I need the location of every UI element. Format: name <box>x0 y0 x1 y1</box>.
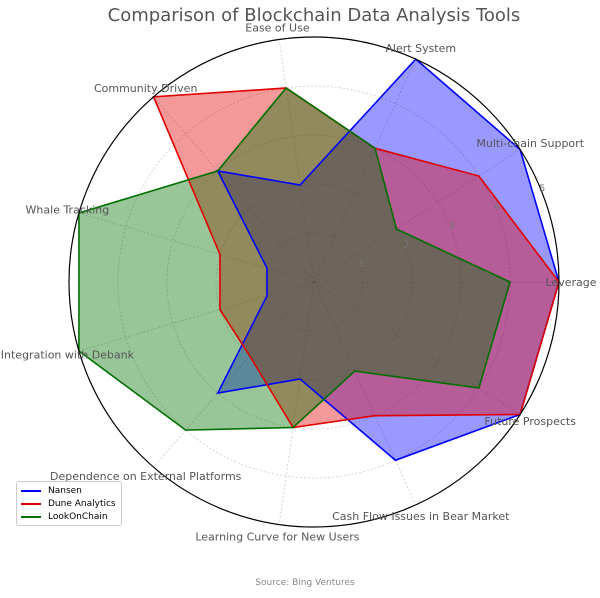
chart-title: Comparison of Blockchain Data Analysis T… <box>108 5 521 26</box>
legend-item: Nansen <box>21 484 117 497</box>
legend: Nansen Dune Analytics LookOnChain <box>16 481 122 526</box>
legend-label: Nansen <box>48 486 82 496</box>
legend-item: Dune Analytics <box>21 497 117 510</box>
axis-label: Whale Tracking <box>26 204 110 217</box>
legend-swatch <box>21 503 41 505</box>
legend-swatch <box>21 490 41 492</box>
legend-item: LookOnChain <box>21 510 117 523</box>
axis-label: Multi-chain Support <box>476 137 584 150</box>
legend-label: LookOnChain <box>48 512 108 522</box>
axis-label: Future Prospects <box>484 415 576 428</box>
axis-label: Cash Flow Issues in Bear Market <box>332 510 510 523</box>
axis-label: Alert System <box>385 42 456 55</box>
r-tick-label: 1 <box>358 258 364 269</box>
legend-label: Dune Analytics <box>48 499 116 509</box>
r-tick-label: 3 <box>448 221 454 232</box>
axis-label: Integration with Debank <box>1 348 135 361</box>
axis-label: Leverage <box>546 276 597 289</box>
axis-label: Ease of Use <box>245 22 310 35</box>
r-tick-label: 4 <box>494 202 500 213</box>
r-tick-label: 2 <box>403 240 409 251</box>
source-note: Source: Bing Ventures <box>255 578 355 588</box>
axis-label: Community Driven <box>94 82 197 95</box>
axis-label: Learning Curve for New Users <box>195 530 359 543</box>
legend-swatch <box>21 516 41 518</box>
r-tick-label: 5 <box>539 183 545 194</box>
